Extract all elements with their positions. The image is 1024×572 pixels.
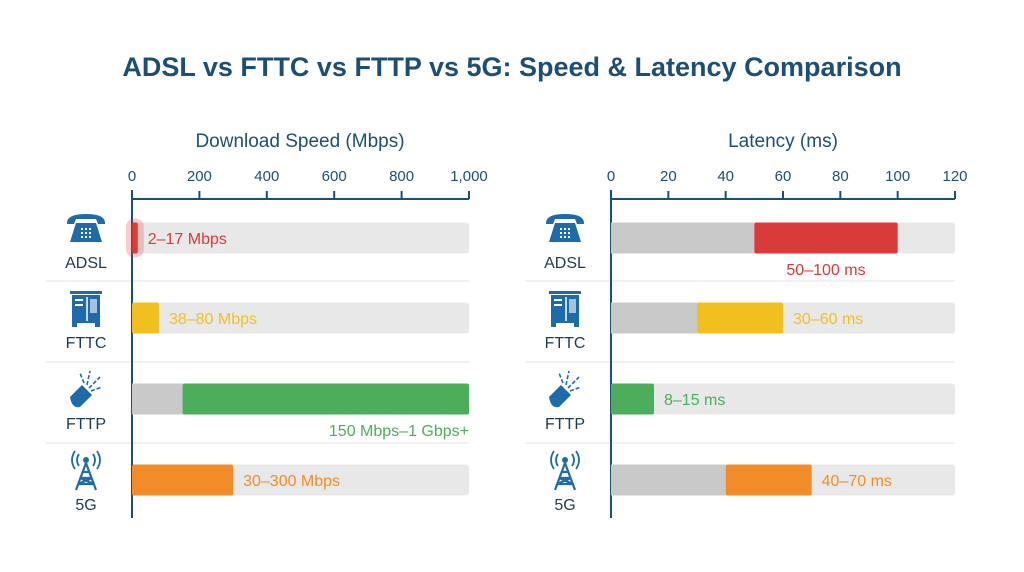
x-tick-label: 100 [885, 168, 910, 185]
category-label: ADSL [65, 255, 107, 272]
data-label: 50–100 ms [786, 262, 865, 279]
x-tick-label: 1,000 [450, 168, 488, 185]
x-tick-label: 0 [128, 168, 136, 185]
x-tick-label: 400 [254, 168, 279, 185]
bar-baseline-segment [611, 222, 755, 254]
x-tick-label: 120 [942, 168, 967, 185]
x-tick-label: 20 [660, 168, 677, 185]
figure-title: ADSL vs FTTC vs FTTP vs 5G: Speed & Late… [122, 52, 902, 82]
x-tick-label: 200 [187, 168, 212, 185]
telephone-icon [66, 214, 106, 242]
street-cabinet-icon [549, 291, 581, 327]
bar-range-fttp [182, 383, 470, 415]
category-label: 5G [554, 497, 575, 514]
cell-tower-icon [71, 450, 101, 491]
data-label: 2–17 Mbps [148, 231, 227, 248]
chart-panel-latency: Latency (ms) 0 20 40 60 80 100 120 ADSL 50–100 ms… [525, 131, 968, 518]
data-label: 150 Mbps–1 Gbps+ [329, 423, 469, 440]
data-label: 8–15 ms [664, 392, 725, 409]
x-tick-label: 80 [832, 168, 849, 185]
bar-range-fttc [132, 302, 159, 334]
x-tick-label: 60 [775, 168, 792, 185]
telephone-icon [545, 214, 585, 242]
category-label: FTTC [66, 335, 107, 352]
street-cabinet-icon [70, 291, 102, 327]
fiber-optic-cable-icon [549, 370, 582, 408]
x-tick-label: 40 [717, 168, 734, 185]
category-label: FTTP [66, 416, 106, 433]
data-label: 40–70 ms [822, 473, 892, 490]
chart-panel-download-speed: Download Speed (Mbps) 0 200 400 600 800 1,000 A… [46, 131, 488, 518]
x-tick-label: 0 [607, 168, 615, 185]
bar-baseline-segment [611, 464, 726, 496]
bar-range-5g [132, 464, 234, 496]
category-label: FTTC [545, 335, 586, 352]
fiber-optic-cable-icon [70, 370, 103, 408]
bar-range-fttc [697, 302, 783, 334]
x-tick-label: 600 [322, 168, 347, 185]
cell-tower-icon [550, 450, 580, 491]
bar-range-adsl [132, 222, 138, 254]
x-tick-label: 800 [389, 168, 414, 185]
chart-title: Latency (ms) [728, 131, 838, 152]
data-label: 30–300 Mbps [243, 473, 340, 490]
category-label: 5G [75, 497, 96, 514]
chart-title: Download Speed (Mbps) [195, 131, 404, 152]
category-label: ADSL [544, 255, 586, 272]
bar-range-fttp [611, 383, 654, 415]
bar-baseline-segment [611, 302, 697, 334]
category-label: FTTP [545, 416, 585, 433]
bar-baseline-segment [132, 383, 183, 415]
bar-track [132, 222, 469, 254]
bar-range-adsl [754, 222, 898, 254]
bar-range-5g [725, 464, 812, 496]
bar-track [611, 383, 955, 415]
data-label: 38–80 Mbps [169, 311, 257, 328]
data-label: 30–60 ms [793, 311, 863, 328]
bar-track [132, 302, 469, 334]
